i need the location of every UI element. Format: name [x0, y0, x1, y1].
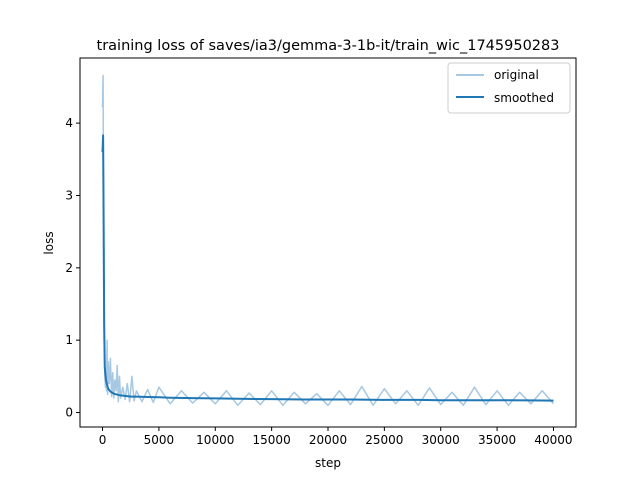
y-tick-label: 1 — [65, 333, 73, 347]
y-tick-label: 3 — [65, 188, 73, 202]
x-tick-label: 35000 — [478, 433, 516, 447]
legend: original smoothed — [447, 62, 571, 114]
x-tick-label: 15000 — [253, 433, 291, 447]
legend-label-original: original — [494, 68, 539, 82]
y-axis: 0 1 2 3 4 — [65, 116, 80, 420]
y-tick-label: 0 — [65, 406, 73, 420]
y-axis-label: loss — [42, 231, 56, 254]
x-axis: 0 5000 10000 15000 20000 25000 30000 35000 40000 — [99, 427, 573, 447]
x-tick-label: 20000 — [309, 433, 347, 447]
series-line-smoothed — [101, 134, 554, 402]
x-tick-label: 40000 — [534, 433, 572, 447]
legend-label-smoothed: smoothed — [494, 91, 554, 105]
x-tick-label: 25000 — [365, 433, 403, 447]
x-tick-label: 10000 — [196, 433, 234, 447]
chart-title: training loss of saves/ia3/gemma-3-1b-it… — [97, 38, 560, 54]
plot-series — [101, 74, 555, 407]
y-tick-label: 4 — [65, 116, 73, 130]
x-tick-label: 0 — [99, 433, 107, 447]
x-tick-label: 5000 — [144, 433, 175, 447]
x-tick-label: 30000 — [422, 433, 460, 447]
x-axis-label: step — [315, 456, 341, 470]
y-tick-label: 2 — [65, 261, 73, 275]
